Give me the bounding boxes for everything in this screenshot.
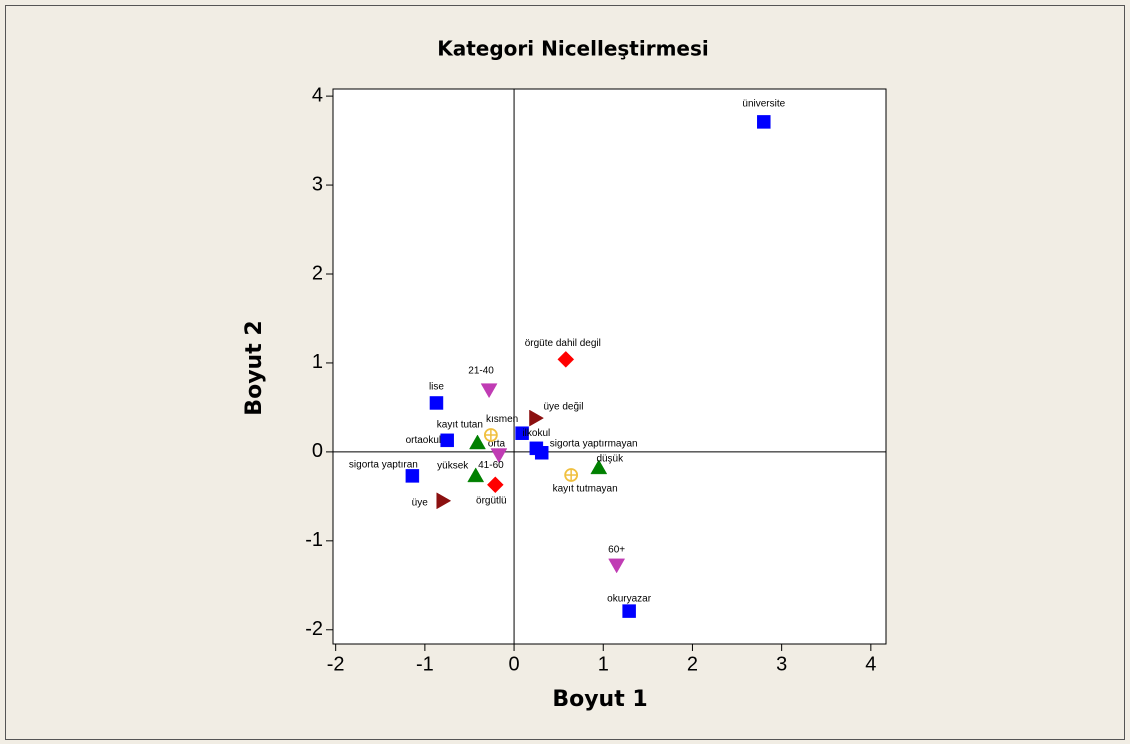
point: [469, 434, 486, 450]
point: [622, 604, 636, 618]
point: [490, 448, 508, 464]
point: [405, 469, 420, 483]
point-label: 41-60: [478, 460, 504, 471]
point-label: örgütlü: [476, 495, 507, 506]
point-label: sigorta yaptıran: [349, 460, 418, 471]
x-tick-label: 0: [509, 653, 520, 675]
point-label: üye: [412, 497, 429, 508]
y-tick-label: 0: [312, 440, 323, 462]
y-axis-label: Boyut 2: [242, 320, 267, 415]
plot-area: [332, 88, 887, 645]
point-label: 21-40: [468, 365, 494, 376]
point-label: kayıt tutan: [437, 420, 483, 431]
y-tick-label: -1: [305, 529, 323, 551]
x-tick-label: -2: [327, 653, 345, 675]
point: [467, 467, 485, 483]
y-tick-label: 1: [312, 351, 323, 373]
x-tick-label: 2: [687, 653, 698, 675]
x-axis-label: Boyut 1: [552, 687, 647, 712]
point-label: ortaokul: [406, 435, 442, 446]
point: [590, 459, 608, 475]
point-label: ilkokul: [522, 428, 550, 439]
y-tick-label: 3: [312, 173, 323, 195]
x-tick-label: 4: [865, 653, 876, 675]
point-label: lise: [429, 382, 444, 393]
x-tick-label: 3: [776, 653, 787, 675]
y-tick-label: 4: [312, 84, 323, 106]
point-label: yüksek: [437, 461, 469, 472]
point: [429, 396, 444, 410]
point: [515, 426, 529, 440]
point-label: 60+: [608, 544, 625, 555]
point: [440, 433, 454, 448]
point: [608, 558, 626, 574]
point: [480, 383, 498, 399]
point-label: orta: [488, 439, 506, 450]
point: [529, 409, 544, 427]
point-label: örgüte dahil degil: [525, 338, 601, 349]
x-tick-label: 1: [598, 653, 609, 675]
chart-title: Kategori Nicelleştirmesi: [437, 37, 709, 61]
x-tick-label: -1: [416, 653, 434, 675]
point: [486, 476, 504, 494]
point: [757, 115, 771, 129]
point: [557, 351, 575, 368]
frame: [5, 5, 1125, 740]
point-label: üye değil: [543, 402, 583, 413]
point-label: düşük: [596, 454, 624, 465]
point-label: üniversite: [742, 99, 785, 110]
point-label: kayıt tutmayan: [553, 484, 618, 495]
point: [436, 492, 452, 510]
point-label: sigorta yaptırmayan: [550, 438, 638, 449]
y-tick-label: 2: [312, 262, 323, 284]
point-label: okuryazar: [607, 594, 652, 605]
y-tick-label: -2: [305, 618, 323, 640]
point: [534, 446, 549, 460]
point-label: kısmen: [486, 414, 518, 425]
